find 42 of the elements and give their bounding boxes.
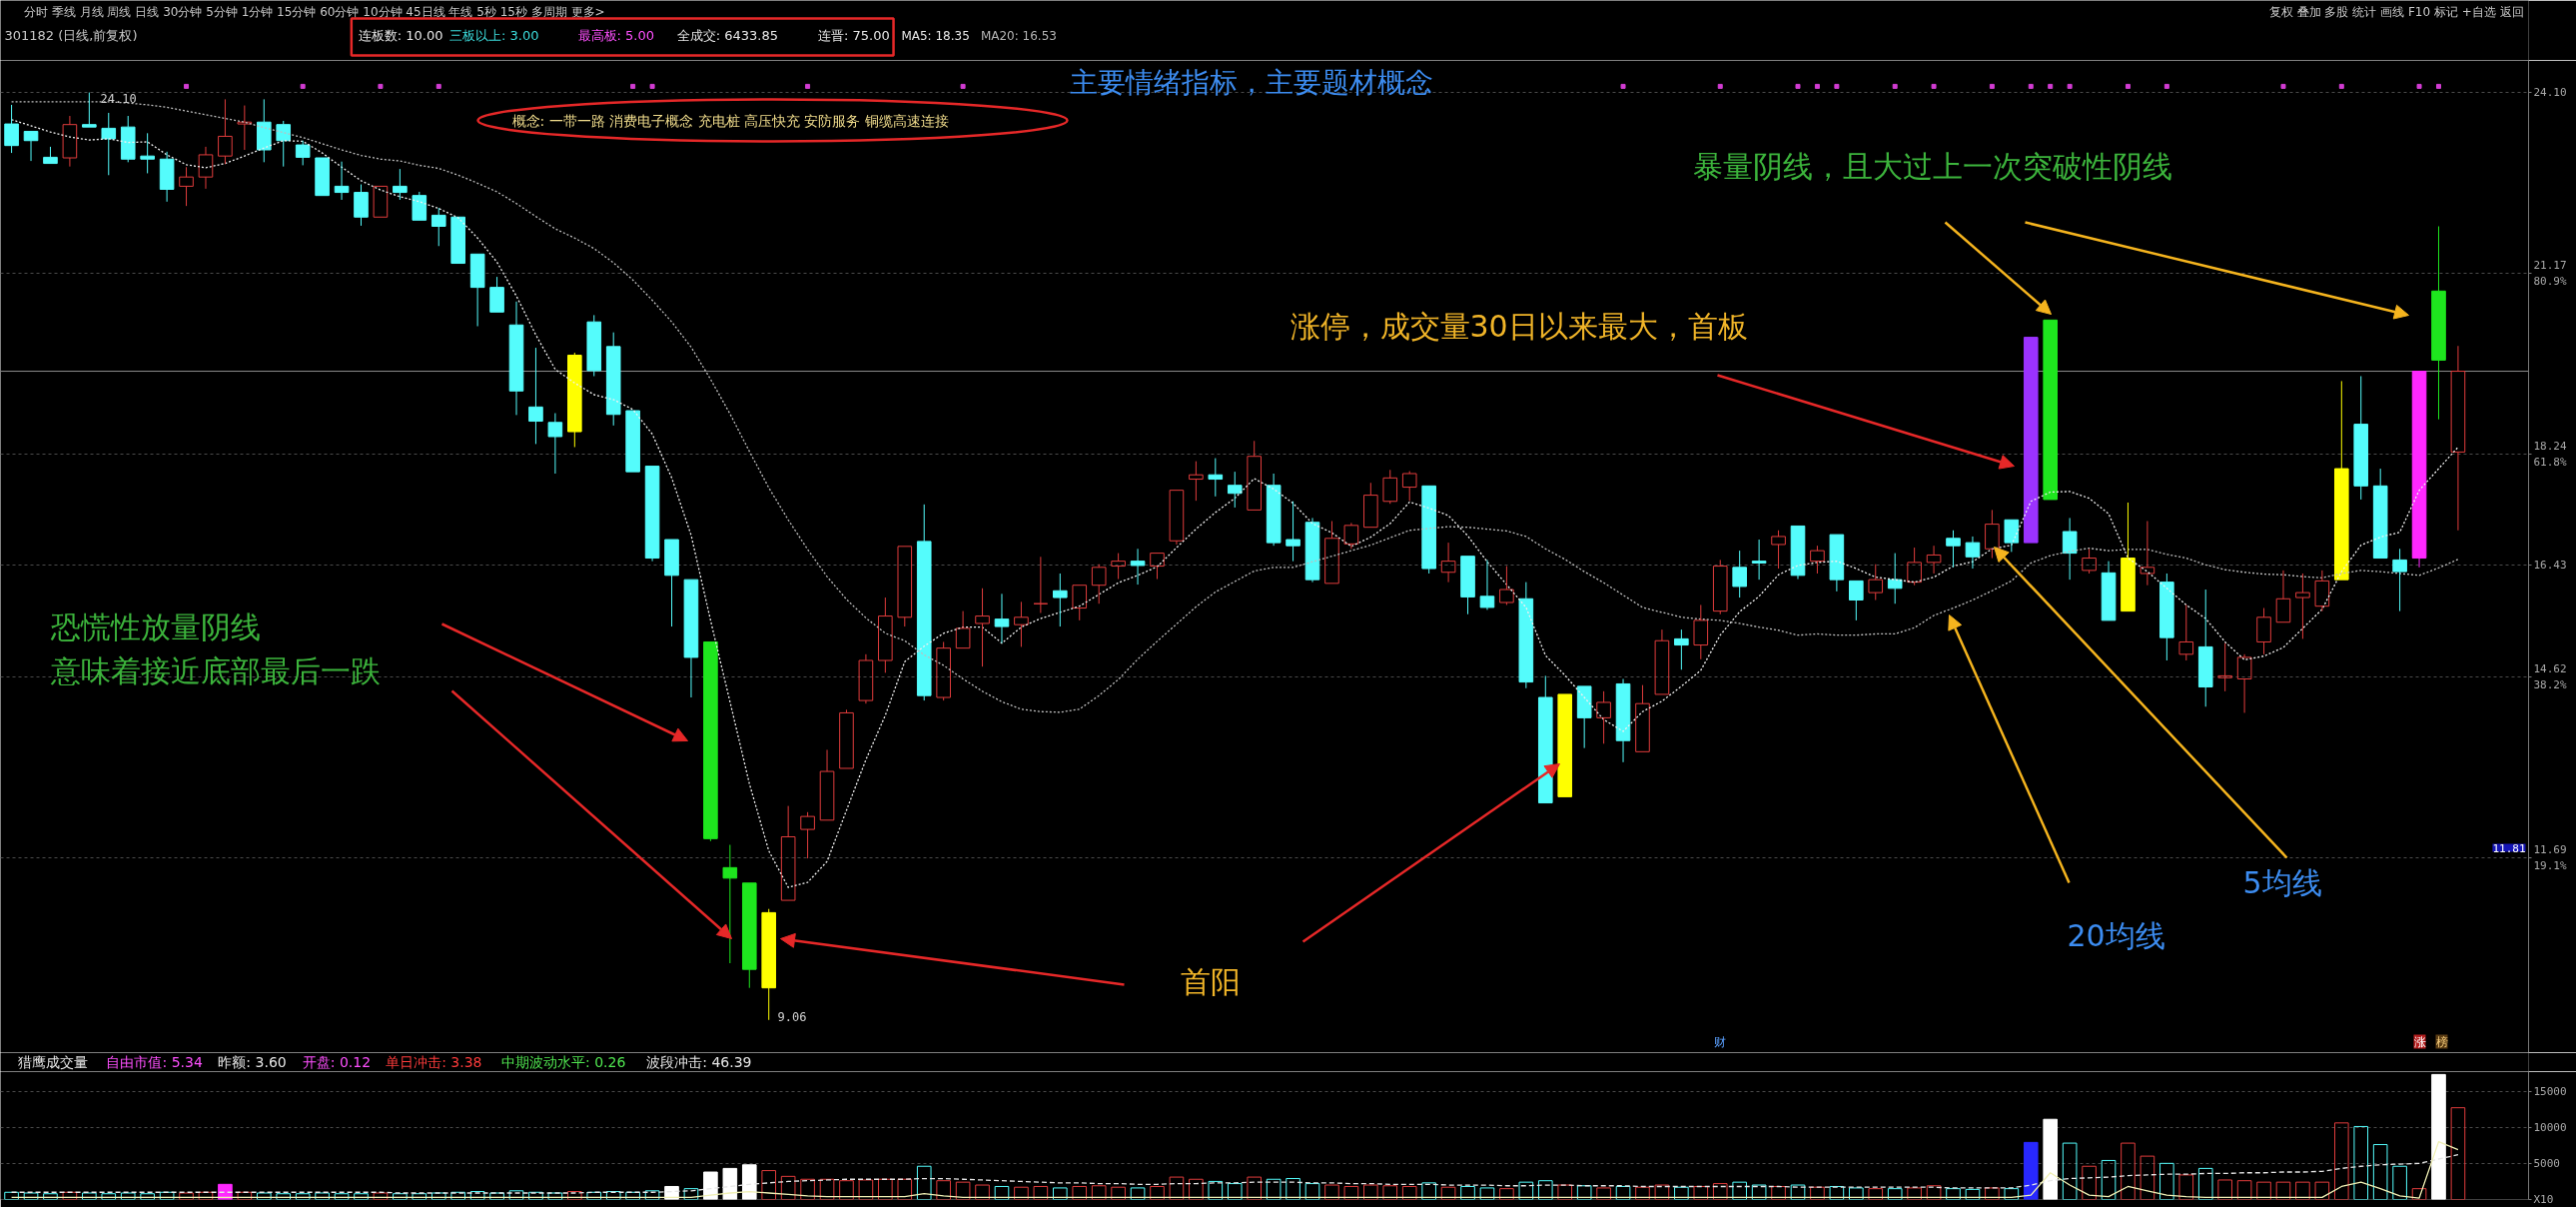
y-tick-label: 24.10 <box>2533 86 2567 100</box>
annotation: 概念: 一带一路 消费电子概念 充电桩 高压快充 安防服务 铜缆高速连接 <box>511 112 949 129</box>
text: 三板以上: 3.00 <box>448 28 539 43</box>
text: 全成交: 6433.85 <box>676 28 778 43</box>
annotation: 意味着接近底部最后一跌 <box>49 653 381 688</box>
y-tick-label: 11.69 19.1% <box>2533 843 2567 872</box>
y-tick-label: 10000 <box>2533 1120 2567 1134</box>
annotation: 榜 <box>2435 1034 2448 1049</box>
text: 自由市值: 5.34 <box>106 1053 203 1070</box>
text: 单日冲击: 3.38 <box>386 1053 482 1070</box>
annotation: 9.06 <box>777 1010 807 1024</box>
y-tick-label: 5000 <box>2533 1156 2560 1170</box>
y-tick-label: 16.43 <box>2533 559 2567 573</box>
annotation: 5均线 <box>2242 865 2322 900</box>
text: 分时 季线 月线 周线 日线 30分钟 5分钟 1分钟 15分钟 60分钟 10分钟 45日线 年线 5秒 15秒 多周期 更多> <box>24 4 605 19</box>
annotation: 恐慌性放量阴线 <box>49 609 261 644</box>
text: 11.81 <box>2492 841 2526 855</box>
text: 昨额: 3.60 <box>218 1053 287 1070</box>
y-tick-label: 18.24 61.8% <box>2533 439 2567 469</box>
text: 开盘: 0.12 <box>302 1053 372 1070</box>
annotation: 涨 <box>2413 1034 2426 1049</box>
y-tick-label: X10 <box>2533 1193 2554 1206</box>
y-tick-label: 14.62 38.2% <box>2533 662 2567 691</box>
text: MA20: 16.53 <box>980 28 1057 43</box>
annotation: 20均线 <box>2067 918 2165 953</box>
text: MA5: 18.35 <box>901 28 970 43</box>
annotation: 首阳 <box>1180 964 1241 999</box>
text: 复权 叠加 多股 统计 画线 F10 标记 +自选 返回 <box>2268 4 2524 19</box>
text: 波段冲击: 46.39 <box>646 1053 752 1070</box>
text: 中期波动水平: 0.26 <box>500 1053 626 1070</box>
text: 连晋: 75.00 <box>817 28 890 43</box>
chart-title: 猎鹰成交量 <box>18 1053 89 1070</box>
y-tick-label: 21.17 80.9% <box>2533 259 2567 288</box>
annotation: 24.10 <box>100 92 137 106</box>
annotation: 主要情绪指标，主要题材概念 <box>1069 66 1433 99</box>
annotation: 财 <box>1713 1034 1726 1049</box>
y-tick-label: 15000 <box>2533 1084 2567 1098</box>
text: 最高板: 5.00 <box>577 28 655 43</box>
chart-title: 301182 (日线,前复权) <box>4 28 138 43</box>
text: 连板数: 10.00 <box>358 28 443 43</box>
annotation: 涨停，成交量30日以来最大，首板 <box>1289 309 1748 344</box>
annotation: 暴量阴线，且大过上一次突破性阴线 <box>1692 149 2172 184</box>
